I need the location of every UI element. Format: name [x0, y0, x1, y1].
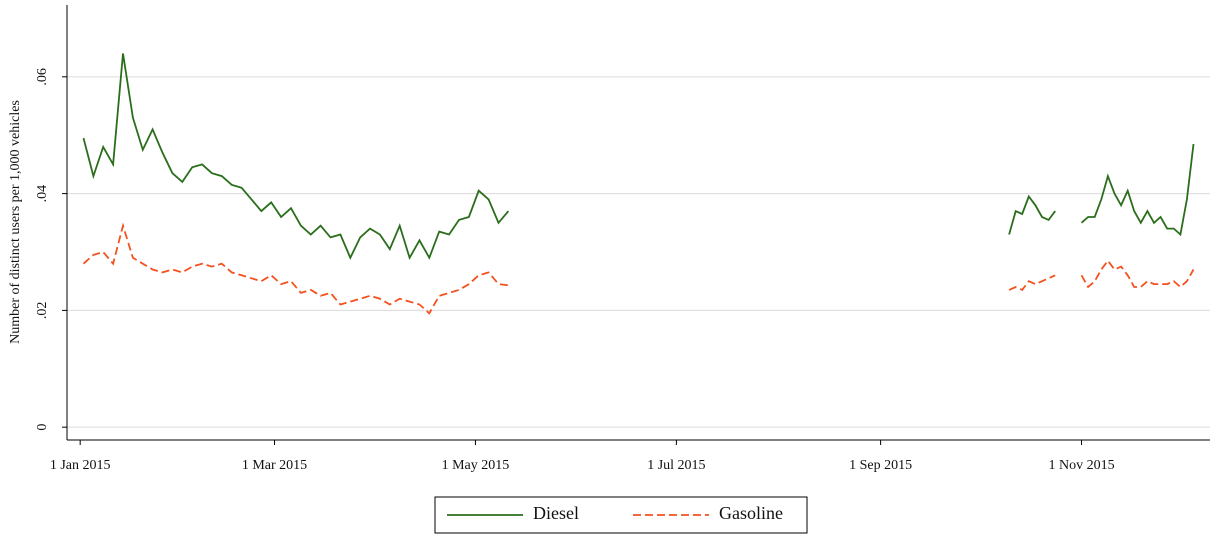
legend-label: Gasoline [719, 503, 783, 523]
y-axis-label: Number of distinct users per 1,000 vehic… [8, 100, 23, 344]
series-line [82, 53, 1195, 261]
y-tick-label: .04 [35, 185, 50, 203]
x-tick-label: 1 Mar 2015 [242, 458, 307, 473]
series-line [82, 222, 1195, 315]
x-tick-label: 1 Jan 2015 [50, 458, 111, 473]
y-tick-label: 0 [35, 424, 50, 431]
x-tick-label: 1 Jul 2015 [647, 458, 705, 473]
x-tick-label: 1 Sep 2015 [849, 458, 912, 473]
legend-label: Diesel [533, 503, 579, 523]
y-tick-label: .02 [35, 302, 50, 320]
x-tick-label: 1 May 2015 [442, 458, 510, 473]
x-tick-label: 1 Nov 2015 [1048, 458, 1114, 473]
y-tick-label: .06 [35, 68, 50, 86]
